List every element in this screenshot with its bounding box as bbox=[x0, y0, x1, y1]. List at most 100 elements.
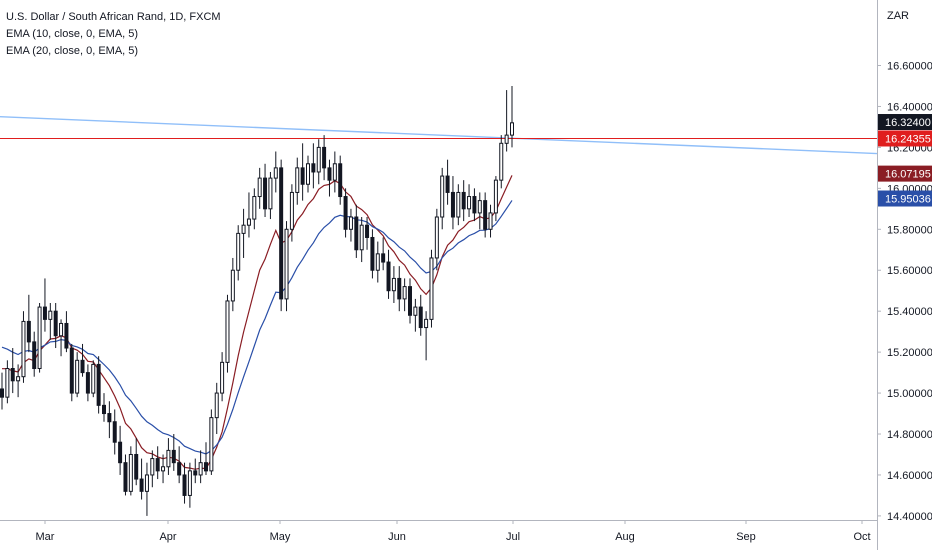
x-tick-label: Aug bbox=[615, 531, 635, 543]
ema20-price-label: 15.95036 bbox=[885, 194, 931, 206]
candle-body bbox=[440, 175, 445, 218]
candle-body bbox=[391, 277, 396, 292]
y-tick-label: 14.80000 bbox=[887, 429, 932, 441]
candle-body bbox=[483, 200, 488, 230]
candle-body bbox=[230, 269, 235, 302]
candle-body bbox=[32, 341, 37, 370]
candle-body bbox=[16, 376, 21, 382]
candle-body bbox=[322, 146, 327, 169]
candle-body bbox=[91, 363, 96, 394]
candle-body bbox=[166, 449, 171, 468]
candle-body bbox=[327, 167, 332, 181]
candle-body bbox=[204, 462, 208, 472]
candle-body bbox=[434, 216, 439, 259]
candle-body bbox=[118, 441, 123, 464]
x-tick-label: Apr bbox=[159, 531, 176, 543]
candle-body bbox=[21, 320, 26, 378]
candle-body bbox=[123, 462, 128, 492]
candle-body bbox=[134, 453, 139, 480]
candle-body bbox=[182, 474, 187, 496]
candle-body bbox=[0, 388, 4, 398]
currency-label: ZAR bbox=[887, 10, 909, 22]
candle-body bbox=[209, 417, 214, 472]
candle-body bbox=[461, 191, 466, 210]
candles bbox=[0, 85, 514, 516]
x-tick-label: Jun bbox=[388, 531, 406, 543]
x-tick-label: Mar bbox=[36, 531, 55, 543]
candle-body bbox=[42, 306, 47, 320]
candle-body bbox=[214, 392, 219, 419]
candle-body bbox=[429, 257, 434, 320]
candle-body bbox=[504, 134, 509, 144]
candle-body bbox=[225, 300, 230, 363]
candle-body bbox=[354, 216, 359, 251]
last-price-label-bg bbox=[878, 114, 932, 131]
candle-body bbox=[332, 163, 337, 181]
candle-body bbox=[107, 413, 112, 423]
y-tick-label: 16.40000 bbox=[887, 101, 932, 113]
candle-body bbox=[128, 453, 133, 492]
candle-body bbox=[316, 146, 321, 173]
candle-body bbox=[112, 421, 117, 443]
ema-lines bbox=[1, 175, 513, 470]
candle-body bbox=[193, 470, 198, 476]
candle-body bbox=[284, 228, 289, 300]
candle-body bbox=[53, 310, 58, 337]
candle-body bbox=[150, 458, 155, 476]
last-price-label: 16.32400 bbox=[885, 117, 931, 129]
candle-body bbox=[139, 478, 144, 492]
ema20-price-label-bg bbox=[878, 190, 932, 207]
x-tick-label: Oct bbox=[853, 531, 870, 543]
candle-body bbox=[289, 191, 294, 230]
x-tick-label: Jul bbox=[506, 531, 520, 543]
ema20-legend: EMA (20, close, 0, EMA, 5) bbox=[6, 45, 139, 57]
candle-body bbox=[220, 361, 225, 394]
ema10-legend: EMA (10, close, 0, EMA, 5) bbox=[6, 28, 139, 40]
x-tick-label: May bbox=[270, 531, 291, 543]
candle-body bbox=[456, 191, 461, 218]
candle-body bbox=[75, 359, 80, 394]
candle-body bbox=[279, 167, 284, 300]
candle-body bbox=[365, 224, 370, 238]
candle-body bbox=[424, 318, 429, 329]
candle-body bbox=[236, 232, 241, 271]
candle-body bbox=[268, 177, 273, 210]
y-tick-label: 14.60000 bbox=[887, 470, 932, 482]
y-tick-label: 14.40000 bbox=[887, 511, 932, 523]
ema10-line bbox=[2, 175, 513, 470]
candle-body bbox=[59, 322, 64, 337]
hline-price-label: 16.24355 bbox=[885, 133, 931, 145]
candle-body bbox=[161, 466, 166, 472]
candle-body bbox=[359, 224, 364, 251]
trend-line bbox=[0, 115, 878, 155]
candle-body bbox=[418, 306, 423, 329]
candle-body bbox=[343, 196, 348, 230]
candle-body bbox=[472, 196, 477, 214]
candle-body bbox=[85, 372, 90, 394]
y-tick-label: 16.60000 bbox=[887, 61, 932, 73]
candle-body bbox=[241, 224, 246, 234]
candle-body bbox=[413, 306, 418, 316]
candle-body bbox=[386, 261, 391, 292]
candle-body bbox=[300, 167, 305, 185]
ema10-price-label-bg bbox=[878, 165, 932, 182]
candle-body bbox=[450, 191, 455, 218]
price-labels: 16.32400 16.24355 16.07195 15.95036 bbox=[878, 114, 932, 207]
candle-body bbox=[445, 175, 450, 193]
candle-body bbox=[48, 310, 53, 320]
candle-body bbox=[370, 236, 375, 271]
candle-body bbox=[187, 470, 192, 496]
ema20-line bbox=[1, 200, 513, 455]
candle-body bbox=[80, 359, 85, 374]
candle-body bbox=[257, 177, 262, 198]
candle-body bbox=[37, 306, 42, 370]
y-tick-label: 15.60000 bbox=[887, 265, 932, 277]
y-tick-label: 15.40000 bbox=[887, 306, 932, 318]
candle-body bbox=[348, 216, 353, 230]
candle-body bbox=[155, 458, 160, 472]
y-tick-label: 15.00000 bbox=[887, 388, 932, 400]
candle-body bbox=[144, 474, 149, 492]
candle-body bbox=[477, 200, 482, 214]
